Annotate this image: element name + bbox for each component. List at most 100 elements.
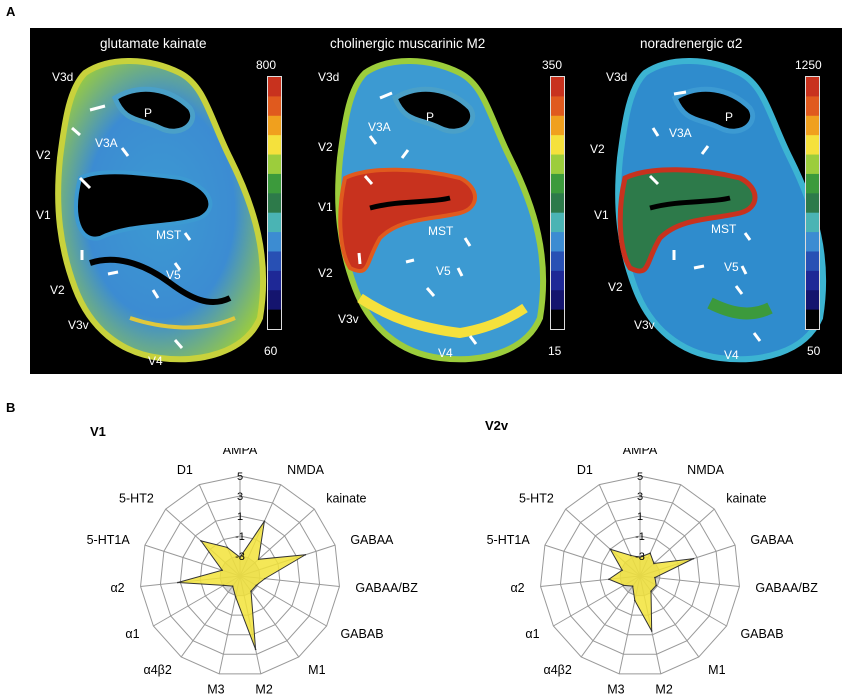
radar-axis-label: 5-HT2 xyxy=(519,491,554,505)
radar-axis-label: M2 xyxy=(655,682,672,696)
brain-section-image xyxy=(55,58,267,363)
radar-axis-label: M3 xyxy=(607,682,624,696)
scale-max: 1250 xyxy=(795,58,822,72)
region-label-v2-lower: V2 xyxy=(318,266,333,280)
panel-a-letter: A xyxy=(6,4,16,19)
color-scale-segment xyxy=(268,173,281,194)
color-scale-segment xyxy=(806,173,819,194)
color-scale-segment xyxy=(268,96,281,117)
region-label-mst: MST xyxy=(156,228,182,242)
radar-axis-label: AMPA xyxy=(223,448,258,457)
section-title: cholinergic muscarinic M2 xyxy=(330,36,486,51)
radar-axis-label: AMPA xyxy=(623,448,658,457)
color-scale-segment xyxy=(268,77,281,97)
radar-axis-label: D1 xyxy=(577,463,593,477)
region-label-v3d: V3d xyxy=(318,70,340,84)
section-noradrenergic-a2: noradrenergic α2 V3d V2 V3A P V1 MST V5 … xyxy=(590,28,842,374)
radar-data-point xyxy=(257,558,260,561)
region-label-v1: V1 xyxy=(318,200,333,214)
color-scale-segment xyxy=(551,232,564,252)
radar-data-point xyxy=(231,585,234,587)
radar-axis-label: α1 xyxy=(525,627,539,641)
radar-ring-label: 5 xyxy=(237,471,243,483)
radar-data-point xyxy=(653,562,655,565)
region-label-v2-lower: V2 xyxy=(608,280,623,294)
radar-axis-label: α4β2 xyxy=(543,663,571,677)
radar-axis-label: GABAA xyxy=(350,533,394,547)
radar-data-point xyxy=(226,546,229,549)
radar-ring-label: -3 xyxy=(235,551,245,563)
radar-spoke xyxy=(639,575,740,587)
region-label-p: P xyxy=(426,110,435,124)
color-scale-segment xyxy=(551,115,564,136)
radar-data-point xyxy=(255,584,258,587)
radar-data-point xyxy=(639,556,641,559)
radar-series-area xyxy=(177,520,306,650)
color-scale-segment xyxy=(268,154,281,175)
color-scale-segment xyxy=(806,290,819,311)
radar-ring xyxy=(179,515,301,636)
radar-data-point xyxy=(254,648,257,651)
radar-data-point xyxy=(654,576,656,579)
radar-ring xyxy=(140,475,340,675)
radar-axis-label: GABAB xyxy=(740,627,783,641)
radar-data-point xyxy=(263,520,266,522)
color-scale-segment xyxy=(806,212,819,233)
radar-data-point xyxy=(250,590,252,592)
radar-axis-label: α2 xyxy=(110,581,124,595)
color-scale-segment xyxy=(806,77,819,97)
region-label-v4: V4 xyxy=(724,348,739,362)
region-label-v4: V4 xyxy=(148,354,163,368)
radar-ring-label: 3 xyxy=(237,491,243,503)
region-label-v3a: V3A xyxy=(669,126,692,140)
radar-data-point xyxy=(655,584,658,587)
radar-data-point xyxy=(650,630,653,632)
region-label-v1: V1 xyxy=(594,208,609,222)
color-scale-segment xyxy=(806,193,819,214)
region-label-p: P xyxy=(144,106,153,120)
radar-axis-label: M1 xyxy=(708,663,725,677)
radar-title-v1: V1 xyxy=(90,424,106,439)
region-label-v5: V5 xyxy=(166,268,181,282)
radar-spoke xyxy=(180,575,241,658)
color-scale-segment xyxy=(806,270,819,291)
radar-axis-label: GABAA/BZ xyxy=(355,581,418,595)
radar-data-point xyxy=(200,540,202,542)
region-label-v3d: V3d xyxy=(606,70,628,84)
radar-ring-label: -1 xyxy=(635,531,645,543)
color-scale-segment xyxy=(551,193,564,214)
radar-axis-label: NMDA xyxy=(687,463,724,477)
color-scale-segment xyxy=(551,154,564,175)
region-label-v4: V4 xyxy=(438,346,453,360)
color-scale-bar xyxy=(805,76,820,330)
color-scale-segment xyxy=(268,232,281,252)
radar-data-point xyxy=(221,569,223,572)
region-label-mst: MST xyxy=(711,222,737,236)
color-scale-segment xyxy=(268,193,281,214)
radar-axis-label: 5-HT2 xyxy=(119,491,154,505)
scale-min: 50 xyxy=(807,344,821,358)
color-scale-segment xyxy=(268,251,281,272)
color-scale-segment xyxy=(551,135,564,156)
section-title: glutamate kainate xyxy=(100,36,207,51)
radar-spoke xyxy=(580,575,641,658)
region-label-v2: V2 xyxy=(318,140,333,154)
autoradiograph-panel: glutamate kainate V3d V xyxy=(30,28,842,374)
color-scale-segment xyxy=(551,96,564,117)
color-scale-segment xyxy=(806,135,819,156)
section-glutamate-kainate: glutamate kainate V3d V xyxy=(30,28,300,374)
radar-data-point xyxy=(264,577,266,580)
region-label-mst: MST xyxy=(428,224,454,238)
scale-min: 15 xyxy=(548,344,562,358)
brain-section-image xyxy=(615,58,827,363)
color-scale-segment xyxy=(268,212,281,233)
color-scale-segment xyxy=(551,290,564,311)
region-label-v1: V1 xyxy=(36,208,51,222)
radar-data-point xyxy=(649,552,651,554)
color-scale-bar xyxy=(267,76,282,330)
region-label-v2-lower: V2 xyxy=(50,283,65,297)
radar-axis-label: M2 xyxy=(255,682,272,696)
radar-ring xyxy=(559,495,721,655)
radar-axis-label: kainate xyxy=(726,491,766,505)
